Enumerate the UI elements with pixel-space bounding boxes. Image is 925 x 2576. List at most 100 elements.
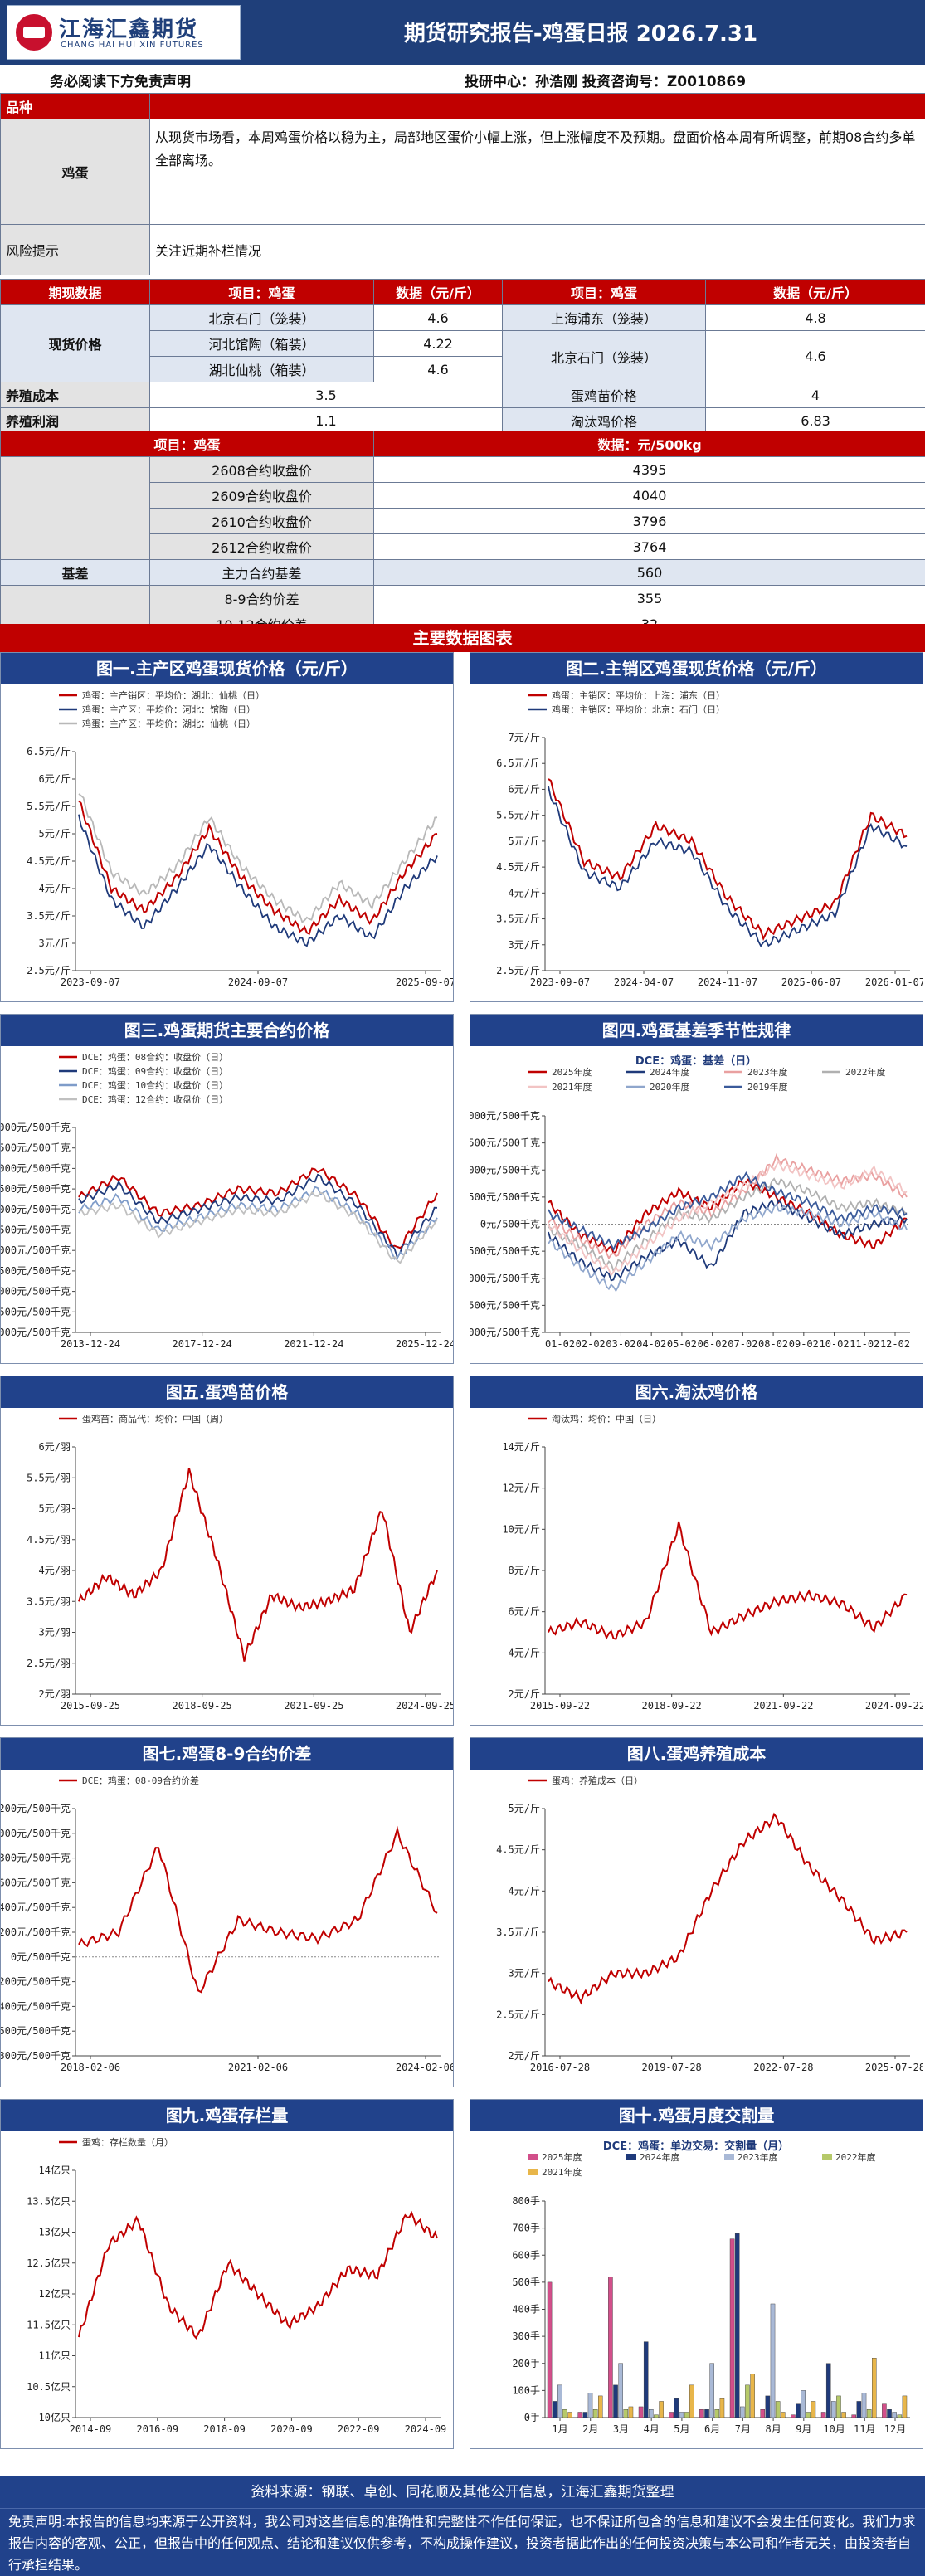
- chart-title: 图五.蛋鸡苗价格: [1, 1376, 453, 1408]
- y-tick-label: 4元/斤: [509, 1647, 540, 1658]
- x-tick-label: 2021-09-22: [753, 1700, 813, 1712]
- y-tick-label: 14元/斤: [502, 1441, 540, 1453]
- legend-label: DCE：鸡蛋：08-09合约价差: [82, 1775, 199, 1786]
- x-tick-label: 2024-11-07: [698, 976, 757, 988]
- x-tick-label: 2015-09-25: [61, 1700, 120, 1712]
- series-line: [548, 1521, 908, 1640]
- y-tick-label: 700手: [512, 2223, 540, 2234]
- bar: [552, 2401, 557, 2418]
- legend-label: 2021年度: [542, 2166, 582, 2178]
- bar: [861, 2393, 867, 2418]
- bar: [831, 2401, 836, 2418]
- bar: [745, 2384, 750, 2418]
- bar: [714, 2409, 720, 2418]
- bar: [674, 2398, 679, 2418]
- x-tick-label: 2024-09-22: [865, 1700, 923, 1712]
- x-tick-label: 2026-01-07: [865, 976, 923, 988]
- legend-swatch: [626, 2154, 636, 2160]
- chart-plot: DCE：鸡蛋：08-09合约价差 -800元/500千克 -600元/500千克 -4…: [1, 1775, 453, 2073]
- y-tick-label: 12元/斤: [502, 1483, 540, 1494]
- bar: [719, 2398, 725, 2418]
- legend-item: 2025年度: [528, 2151, 582, 2163]
- x-tick-label: 2021-02-06: [228, 2062, 288, 2073]
- bar: [562, 2409, 567, 2418]
- legend-swatch: [822, 2154, 832, 2160]
- basis-row-value: 560: [373, 559, 925, 586]
- x-tick-label: 01-02: [545, 1338, 575, 1350]
- x-tick-label: 09-02: [789, 1338, 819, 1350]
- y-tick-label: 4000元/500千克: [1, 1204, 71, 1215]
- spot-left-value: 4.22: [373, 330, 503, 357]
- bar: [801, 2390, 806, 2418]
- y-tick-label: 2元/羽: [39, 1688, 71, 1700]
- y-tick-label: 14亿只: [39, 2164, 71, 2176]
- bar: [699, 2409, 704, 2418]
- y-tick-label: 5元/羽: [39, 1503, 71, 1515]
- bar: [587, 2393, 593, 2418]
- legend-item: 2025年度: [528, 1066, 592, 1078]
- legend-label: DCE：鸡蛋：09合约：收盘价（日）: [82, 1065, 228, 1077]
- legend-item: DCE：鸡蛋：10合约：收盘价（日）: [59, 1079, 228, 1091]
- futures-row-value: 3764: [373, 533, 925, 560]
- logo-english-name: CHANG HAI HUI XIN FUTURES: [61, 41, 204, 50]
- chick-value: 4: [705, 382, 925, 408]
- y-tick-label: 13.5亿只: [27, 2194, 71, 2207]
- x-tick-label: 05-02: [667, 1338, 697, 1350]
- chart-panel: 图四.鸡蛋基差季节性规律 DCE：鸡蛋：基差（日） 2025年度 2024年度 2023…: [470, 1014, 923, 1364]
- spot-right-value: 4.8: [705, 304, 925, 331]
- spot-col-item-2: 项目：鸡蛋: [502, 279, 706, 305]
- bar: [654, 2414, 659, 2418]
- futures-col-item: 项目：鸡蛋: [0, 431, 375, 457]
- bar: [684, 2412, 689, 2418]
- chart-plot: DCE：鸡蛋：基差（日） 2025年度 2024年度 2023年度 2022年度 2021…: [470, 1054, 910, 1350]
- y-tick-label: 5元/斤: [509, 1803, 540, 1814]
- chart-title: 图八.蛋鸡养殖成本: [470, 1738, 923, 1770]
- legend-label: 蛋鸡：存栏数量（月）: [82, 2136, 173, 2148]
- y-tick-label: 3500元/500千克: [1, 1225, 71, 1236]
- legend-swatch: [724, 2154, 734, 2160]
- y-tick-label: 0元/500千克: [480, 1219, 540, 1230]
- chick-label: 蛋鸡苗价格: [502, 382, 706, 408]
- bar: [866, 2409, 872, 2418]
- x-tick-label: 7月: [735, 2423, 751, 2435]
- bar: [820, 2412, 826, 2418]
- legend-label: 2021年度: [552, 1081, 592, 1093]
- y-tick-label: -2000元/500千克: [470, 1327, 540, 1338]
- spot-left-value: 4.6: [373, 356, 503, 382]
- legend-label: 2025年度: [552, 1066, 592, 1078]
- chart-title: 图一.主产区鸡蛋现货价格（元/斤）: [1, 653, 453, 684]
- y-tick-label: 10元/斤: [502, 1523, 540, 1535]
- y-tick-label: 3000元/500千克: [1, 1244, 71, 1256]
- y-tick-label: 2.5元/斤: [27, 965, 71, 976]
- bar: [643, 2341, 649, 2418]
- bar: [623, 2409, 629, 2418]
- x-tick-label: 2024-09-25: [396, 1700, 453, 1712]
- y-tick-label: 7元/斤: [509, 732, 540, 743]
- bar: [608, 2277, 613, 2418]
- variety-name: 鸡蛋: [0, 119, 150, 225]
- variety-table: 品种 鸡蛋 从现货市场看，本周鸡蛋价格以稳为主，局部地区蛋价小幅上涨，但上涨幅度…: [0, 93, 925, 275]
- x-tick-label: 2017-12-24: [173, 1338, 232, 1350]
- chart-subtitle: DCE：鸡蛋：基差（日）: [635, 1054, 757, 1068]
- x-tick-label: 2022-07-28: [753, 2062, 813, 2073]
- bar: [709, 2363, 714, 2418]
- series-line: [548, 1171, 908, 1252]
- charts-section-header: 主要数据图表: [0, 624, 925, 652]
- bar: [628, 2406, 634, 2418]
- x-tick-label: 2021-09-25: [284, 1700, 343, 1712]
- bar: [618, 2363, 623, 2418]
- x-tick-label: 2023-09-07: [61, 976, 120, 988]
- x-tick-label: 8月: [765, 2423, 781, 2435]
- bar: [806, 2412, 811, 2418]
- chart-plot: 蛋鸡：存栏数量（月） 10亿只 10.5亿只 11亿只 11.5亿只 12亿只 12.5亿只…: [27, 2136, 446, 2435]
- spot-price-label: 现货价格: [0, 304, 150, 382]
- spot-left-value: 4.6: [373, 304, 503, 331]
- legend-item: 鸡蛋：主销区：平均价：北京：石门（日）: [528, 704, 725, 715]
- y-tick-label: 400元/500千克: [1, 1902, 71, 1913]
- series-line: [548, 778, 908, 941]
- chart-panel: 图二.主销区鸡蛋现货价格（元/斤） 鸡蛋：主销区：平均价：上海：浦东（日） 鸡蛋：主…: [470, 652, 923, 1002]
- x-tick-label: 2016-07-28: [530, 2062, 590, 2073]
- x-tick-label: 2018-09: [203, 2423, 246, 2435]
- bar: [775, 2401, 781, 2418]
- y-tick-label: 12.5亿只: [27, 2257, 71, 2269]
